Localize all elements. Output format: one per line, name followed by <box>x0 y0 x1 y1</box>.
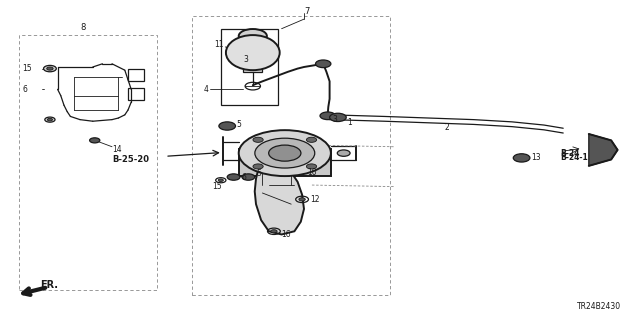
Circle shape <box>227 174 240 180</box>
Text: 15: 15 <box>212 182 222 191</box>
Circle shape <box>218 179 223 182</box>
Circle shape <box>219 122 236 130</box>
Text: 7: 7 <box>304 7 309 16</box>
Text: 8: 8 <box>80 23 85 32</box>
Text: B-24-1: B-24-1 <box>560 153 588 162</box>
Circle shape <box>337 150 350 156</box>
Circle shape <box>320 112 335 120</box>
Text: 15: 15 <box>22 64 32 73</box>
Text: 11: 11 <box>214 40 224 49</box>
Circle shape <box>239 29 267 43</box>
Text: 14: 14 <box>112 145 122 154</box>
Circle shape <box>253 164 263 169</box>
Circle shape <box>255 138 315 168</box>
Circle shape <box>45 117 55 122</box>
Text: FR.: FR. <box>40 280 58 290</box>
Text: 4: 4 <box>204 85 209 94</box>
Circle shape <box>299 198 305 201</box>
Circle shape <box>307 137 317 142</box>
Text: 5: 5 <box>237 120 242 129</box>
Text: 2: 2 <box>445 123 449 132</box>
Ellipse shape <box>226 35 280 70</box>
Circle shape <box>242 174 255 180</box>
Bar <box>128 69 144 81</box>
Circle shape <box>316 60 331 68</box>
Bar <box>19 35 157 290</box>
Circle shape <box>330 113 346 122</box>
Text: 3: 3 <box>243 55 248 63</box>
Circle shape <box>271 230 277 233</box>
Circle shape <box>44 65 56 72</box>
Text: 6: 6 <box>242 173 247 182</box>
Bar <box>192 16 390 295</box>
Circle shape <box>513 154 530 162</box>
Text: 12: 12 <box>310 195 319 204</box>
Circle shape <box>47 118 52 121</box>
Text: 3: 3 <box>333 115 338 124</box>
Bar <box>221 29 278 105</box>
Bar <box>239 149 331 176</box>
Circle shape <box>239 130 331 176</box>
Text: 6: 6 <box>22 85 28 94</box>
Text: 1: 1 <box>347 118 351 127</box>
Polygon shape <box>255 139 304 234</box>
Bar <box>128 88 144 100</box>
Circle shape <box>269 145 301 161</box>
Text: 13: 13 <box>531 153 541 162</box>
Bar <box>243 64 262 72</box>
Polygon shape <box>589 134 618 166</box>
Circle shape <box>307 164 317 169</box>
Text: TR24B2430: TR24B2430 <box>577 302 621 311</box>
Text: 16: 16 <box>282 230 291 239</box>
Circle shape <box>90 138 100 143</box>
Text: B-24: B-24 <box>560 149 579 158</box>
Text: B-25-20: B-25-20 <box>112 155 149 164</box>
Circle shape <box>47 67 53 70</box>
Text: 5: 5 <box>256 169 261 178</box>
Text: 10: 10 <box>307 168 317 177</box>
Circle shape <box>253 137 263 142</box>
